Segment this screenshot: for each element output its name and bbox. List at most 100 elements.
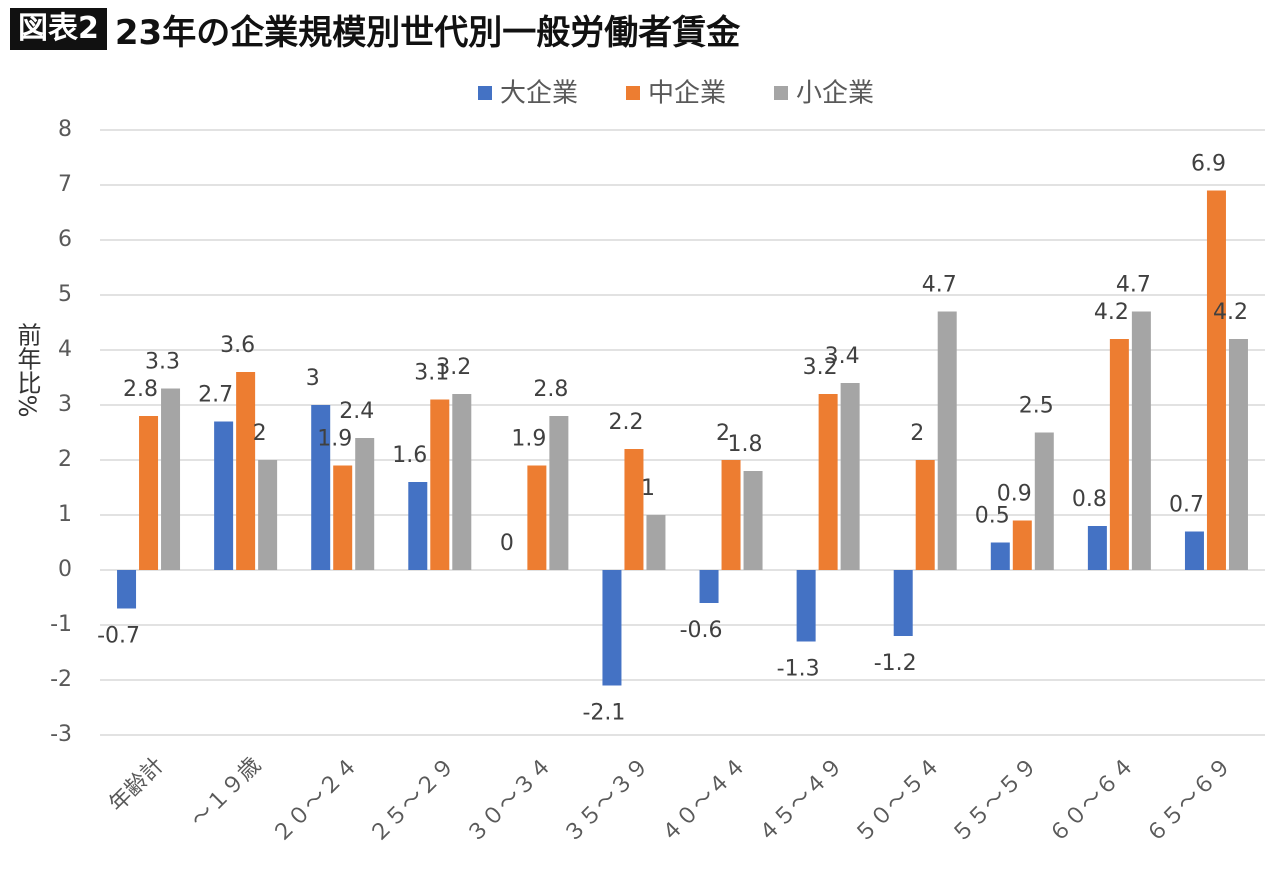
y-tick-label: 6 (58, 227, 72, 252)
data-label: -0.6 (680, 618, 723, 643)
legend-label: 小企業 (796, 79, 874, 109)
bar (796, 570, 816, 642)
bar (430, 399, 450, 570)
bar (1012, 520, 1032, 570)
y-tick-label: 3 (58, 392, 72, 417)
legend-swatch (774, 86, 788, 100)
x-tick-label: ４５～４９ (753, 753, 848, 848)
x-tick-label: ６５～６９ (1141, 753, 1236, 848)
data-label: 3 (306, 366, 320, 391)
bar (1087, 526, 1107, 570)
bar (840, 383, 860, 570)
data-label: 0.7 (1169, 493, 1204, 518)
figure-label: 図表2 (10, 8, 107, 50)
header: 図表2 23年の企業規模別世代別一般労働者賃金 (10, 6, 741, 53)
data-label: 2.7 (198, 383, 233, 408)
data-label: 4.7 (1116, 273, 1151, 298)
data-label: 3.2 (803, 355, 838, 380)
legend-label: 中企業 (648, 79, 726, 109)
legend-swatch (626, 86, 640, 100)
x-tick-label: ３５～３９ (559, 753, 654, 848)
data-label: 0.8 (1072, 487, 1107, 512)
bar (602, 570, 622, 686)
data-label: 3.3 (145, 350, 180, 375)
bar (311, 405, 331, 570)
bar (915, 460, 935, 570)
data-label: 2 (253, 421, 267, 446)
y-tick-label: 7 (58, 172, 72, 197)
bar (937, 311, 957, 570)
data-label: -1.2 (874, 651, 917, 676)
bar (1206, 190, 1226, 570)
data-label: 2.5 (1019, 394, 1054, 419)
bar (721, 460, 741, 570)
bar (527, 465, 547, 570)
data-label: 0.5 (975, 504, 1010, 529)
data-label: 6.9 (1191, 152, 1226, 177)
bar (1034, 432, 1054, 570)
data-label: 4.7 (922, 273, 957, 298)
x-tick-label: ４０～４４ (656, 753, 751, 848)
data-label: -0.7 (97, 624, 140, 649)
legend-label: 大企業 (500, 79, 578, 109)
bar (818, 394, 838, 570)
bar (1184, 531, 1204, 570)
y-tick-label: 0 (58, 557, 72, 582)
bar (355, 438, 375, 570)
data-label: 4.2 (1213, 300, 1248, 325)
data-label: 3.6 (220, 333, 255, 358)
bar (333, 465, 353, 570)
x-tick-label: ５０～５４ (850, 753, 945, 848)
data-label: 1 (641, 476, 655, 501)
bar (117, 570, 137, 609)
x-tick-label: 年齢計 (105, 753, 169, 817)
data-label: 4.2 (1094, 300, 1129, 325)
bar (161, 388, 181, 570)
bar (646, 515, 666, 570)
data-label: 2.4 (339, 399, 374, 424)
bar (1228, 339, 1248, 570)
x-tick-label: ２５～２９ (365, 753, 460, 848)
x-tick-label: ６０～６４ (1044, 753, 1139, 848)
data-label: -2.1 (582, 701, 625, 726)
y-tick-label: -2 (50, 667, 72, 692)
bar (452, 394, 472, 570)
x-tick-label: ２０～２４ (268, 753, 363, 848)
bar (699, 570, 719, 603)
bar (139, 416, 159, 570)
chart-title: 23年の企業規模別世代別一般労働者賃金 (114, 12, 741, 53)
bar (624, 449, 644, 570)
bar (214, 421, 234, 570)
bar (258, 460, 278, 570)
data-label: 2.8 (123, 377, 158, 402)
y-tick-label: 8 (58, 117, 72, 142)
legend-swatch (478, 86, 492, 100)
data-label: 0 (500, 531, 514, 556)
data-label: 1.9 (317, 427, 352, 452)
data-label: 0.9 (997, 482, 1032, 507)
bar (743, 471, 763, 570)
y-tick-label: 1 (58, 502, 72, 527)
bar (549, 416, 569, 570)
y-tick-label: -1 (50, 612, 72, 637)
x-tick-label: ５５～５９ (947, 753, 1042, 848)
y-tick-label: 2 (58, 447, 72, 472)
data-label: -1.3 (777, 657, 820, 682)
y-tick-label: -3 (50, 722, 72, 747)
bar (1109, 339, 1129, 570)
data-label: 2 (910, 421, 924, 446)
bar (1131, 311, 1151, 570)
data-label: 2.2 (608, 410, 643, 435)
bar (893, 570, 913, 636)
y-tick-label: 4 (58, 337, 72, 362)
data-label: 3.2 (436, 355, 471, 380)
data-label: 2.8 (533, 377, 568, 402)
bar (990, 542, 1010, 570)
data-label: 3.4 (825, 344, 860, 369)
bar (236, 372, 256, 570)
bar (408, 482, 428, 570)
y-tick-label: 5 (58, 282, 72, 307)
data-label: 1.9 (511, 427, 546, 452)
